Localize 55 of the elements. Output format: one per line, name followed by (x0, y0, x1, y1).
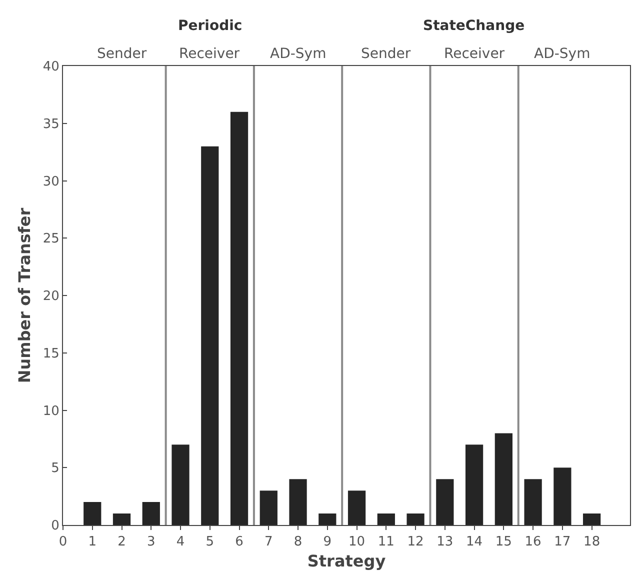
y-tick-label: 0 (51, 518, 60, 534)
x-tick-label: 5 (206, 534, 214, 550)
text: Periodic (178, 18, 242, 34)
bar (112, 514, 131, 525)
y-tick-label: 15 (42, 346, 60, 362)
y-tick-label: 10 (42, 404, 60, 419)
x-tick-label: 14 (466, 534, 483, 550)
bar (84, 502, 102, 525)
x-tick-label: 16 (524, 534, 542, 550)
y-tick-label: 40 (42, 60, 60, 75)
y-axis-title: Number of Transfer (14, 208, 34, 384)
x-tick-label: 2 (118, 534, 126, 550)
x-tick-label: 11 (378, 534, 394, 550)
x-tick-label: 10 (348, 534, 366, 550)
x-tick-label: 18 (584, 534, 600, 550)
bar (348, 490, 366, 525)
x-axis-title: Strategy (307, 551, 386, 570)
bar (436, 479, 454, 525)
x-tick-label: 7 (264, 534, 273, 550)
bar (260, 490, 278, 525)
y-tick-label: 35 (42, 116, 60, 132)
bar (289, 479, 307, 525)
x-tick-label: 13 (436, 534, 454, 550)
x-tick-label: 9 (323, 534, 332, 550)
bar (406, 514, 424, 525)
x-tick-label: 3 (146, 534, 156, 550)
text: StateChange (423, 18, 525, 34)
text: AD-Sym (270, 46, 326, 62)
bar (142, 502, 160, 525)
bar (201, 146, 219, 525)
x-tick-label: 6 (235, 534, 244, 550)
text: Receiver (444, 46, 505, 62)
x-tick-label: 8 (294, 534, 302, 550)
y-tick-label: 25 (42, 232, 60, 247)
bar (494, 433, 512, 525)
bar (318, 514, 336, 525)
x-tick-label: 17 (554, 534, 571, 550)
y-tick-label: 30 (42, 174, 60, 190)
text: Sender (97, 46, 147, 62)
text: Sender (361, 46, 411, 62)
bar (465, 444, 484, 525)
x-tick-label: 12 (407, 534, 424, 550)
bar (377, 514, 395, 525)
y-tick-label: 5 (51, 461, 60, 476)
bar (524, 479, 542, 525)
text: AD-Sym (534, 46, 590, 62)
y-tick-label: 20 (42, 289, 60, 304)
bar (554, 468, 572, 525)
x-tick-label: 1 (88, 534, 97, 550)
bar (172, 444, 190, 525)
bar (230, 112, 248, 525)
x-tick-label: 4 (176, 534, 185, 550)
bar (582, 514, 601, 525)
text: Receiver (179, 46, 240, 62)
x-tick-label: 15 (495, 534, 512, 550)
